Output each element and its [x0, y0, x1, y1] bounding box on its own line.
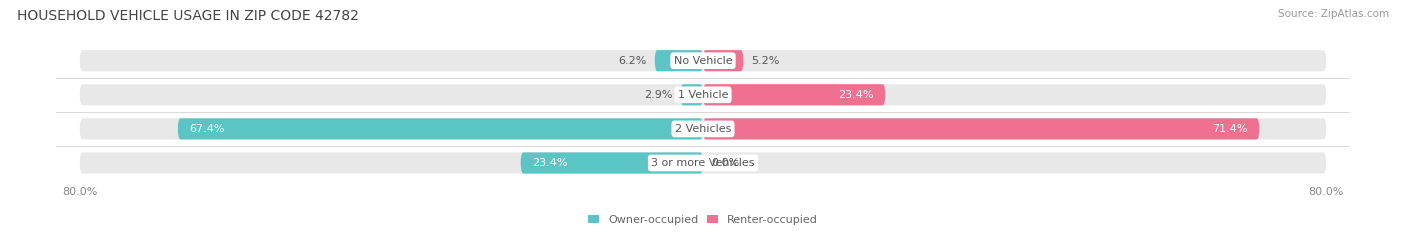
- FancyBboxPatch shape: [703, 118, 1260, 140]
- Text: 0.0%: 0.0%: [711, 158, 740, 168]
- Text: 23.4%: 23.4%: [838, 90, 873, 100]
- FancyBboxPatch shape: [80, 118, 1326, 140]
- FancyBboxPatch shape: [520, 152, 703, 174]
- Text: 23.4%: 23.4%: [533, 158, 568, 168]
- FancyBboxPatch shape: [681, 84, 703, 105]
- Text: 2 Vehicles: 2 Vehicles: [675, 124, 731, 134]
- Text: 1 Vehicle: 1 Vehicle: [678, 90, 728, 100]
- Text: 67.4%: 67.4%: [190, 124, 225, 134]
- Legend: Owner-occupied, Renter-occupied: Owner-occupied, Renter-occupied: [588, 215, 818, 225]
- Text: 71.4%: 71.4%: [1212, 124, 1247, 134]
- FancyBboxPatch shape: [655, 50, 703, 71]
- FancyBboxPatch shape: [80, 152, 1326, 174]
- Text: No Vehicle: No Vehicle: [673, 56, 733, 66]
- Text: 6.2%: 6.2%: [619, 56, 647, 66]
- Text: Source: ZipAtlas.com: Source: ZipAtlas.com: [1278, 9, 1389, 19]
- FancyBboxPatch shape: [177, 118, 703, 140]
- FancyBboxPatch shape: [80, 84, 1326, 105]
- Text: 5.2%: 5.2%: [751, 56, 780, 66]
- Text: HOUSEHOLD VEHICLE USAGE IN ZIP CODE 42782: HOUSEHOLD VEHICLE USAGE IN ZIP CODE 4278…: [17, 9, 359, 23]
- Text: 3 or more Vehicles: 3 or more Vehicles: [651, 158, 755, 168]
- Text: 2.9%: 2.9%: [644, 90, 672, 100]
- FancyBboxPatch shape: [703, 50, 744, 71]
- FancyBboxPatch shape: [703, 84, 886, 105]
- FancyBboxPatch shape: [80, 50, 1326, 71]
